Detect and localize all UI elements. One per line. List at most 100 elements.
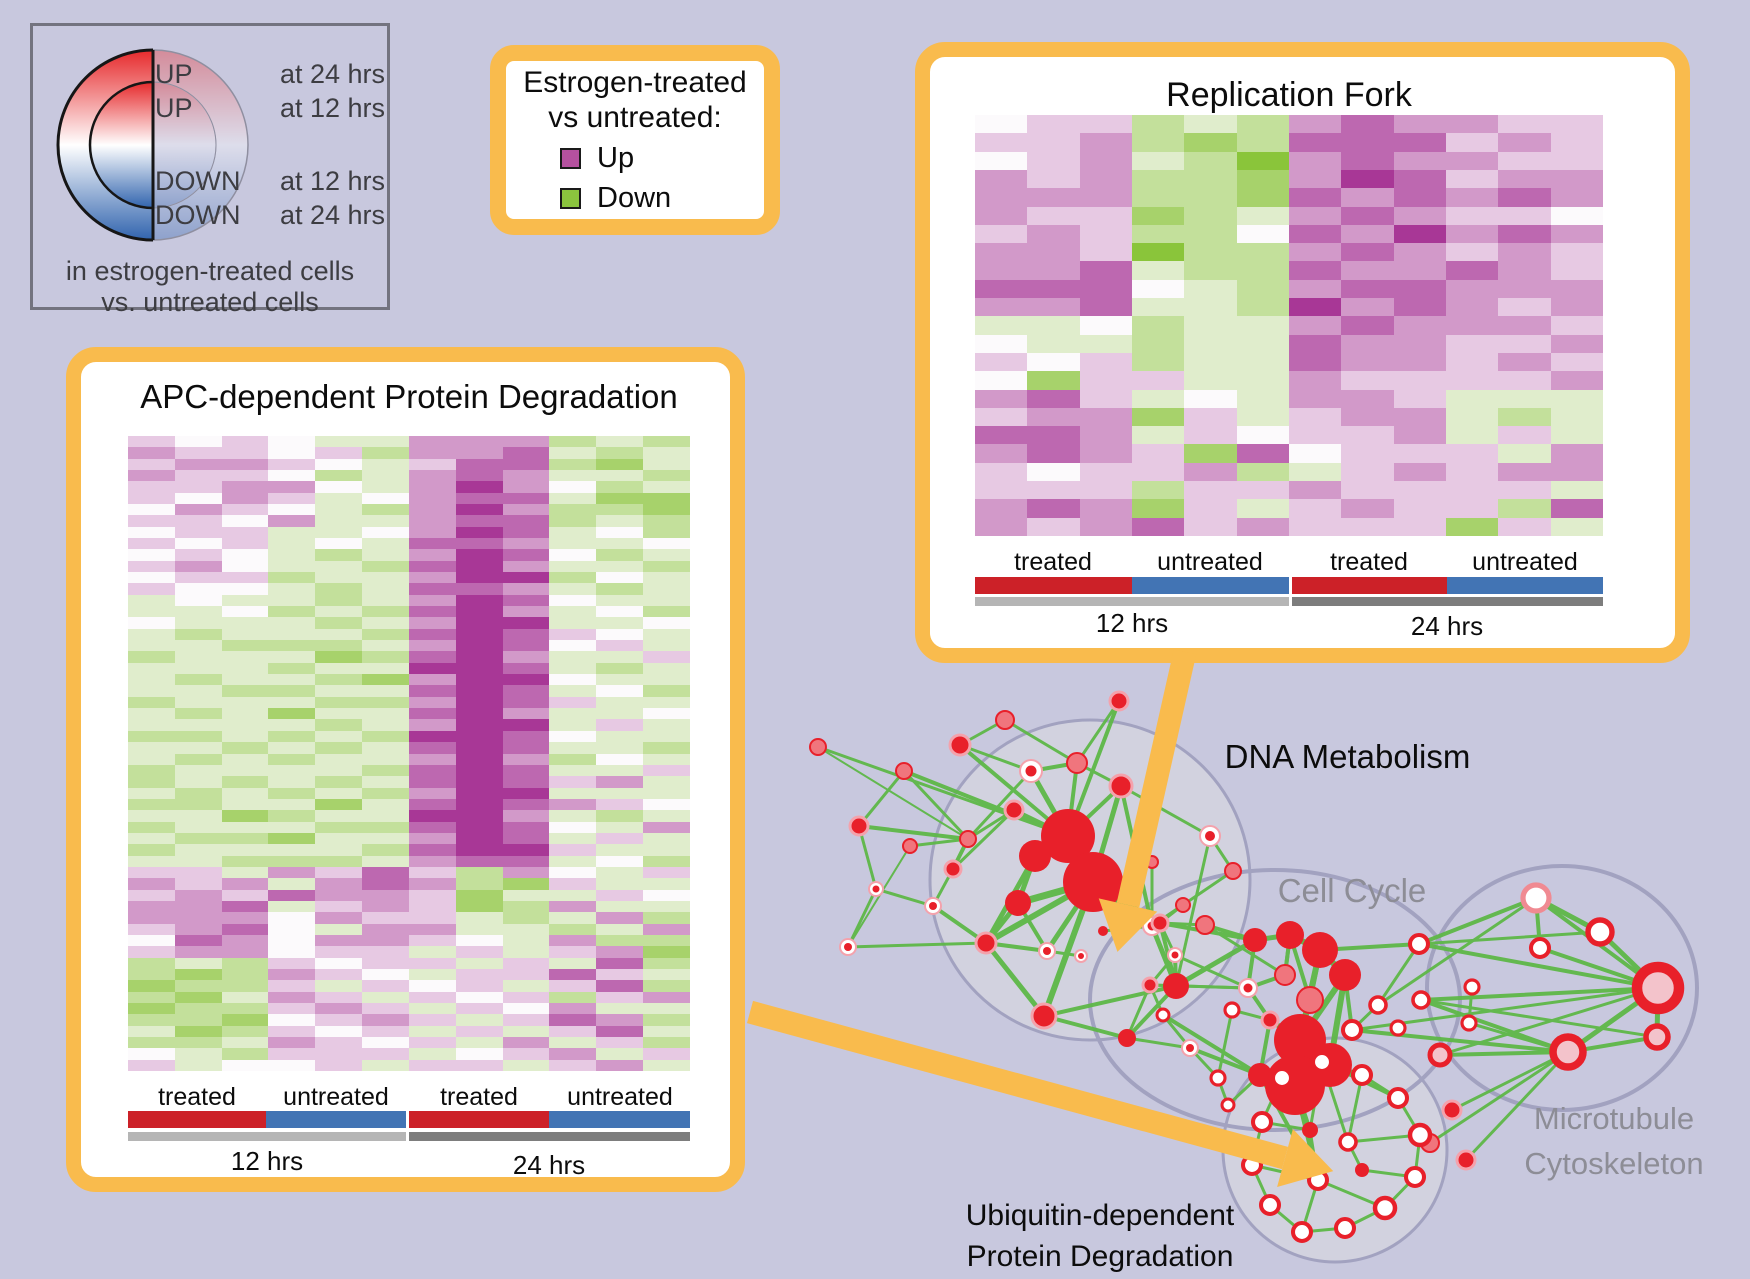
- heatmap-cell: [643, 776, 690, 788]
- heatmap-cell: [549, 900, 597, 913]
- heatmap-cell: [221, 685, 269, 697]
- heatmap-cell: [362, 957, 409, 969]
- heatmap-cell: [221, 742, 269, 754]
- heatmap-cell: [408, 719, 456, 731]
- heatmap-cell: [596, 776, 644, 788]
- heatmap-cell: [1550, 499, 1603, 518]
- heatmap-cell: [1131, 517, 1185, 536]
- heatmap-cell: [408, 640, 456, 652]
- heatmap-cell: [1550, 151, 1603, 170]
- up-legend-label: Up: [597, 142, 635, 174]
- heatmap-cell: [643, 1025, 690, 1037]
- gene-node-core: [1171, 951, 1179, 959]
- heatmap-cell: [1393, 352, 1446, 372]
- network-edge: [1174, 834, 1212, 988]
- heatmap-cell: [362, 855, 409, 867]
- heatmap-cell: [128, 538, 175, 550]
- heatmap-cell: [315, 889, 363, 901]
- heatmap-cell: [315, 470, 363, 482]
- heatmap-cell: [128, 787, 175, 799]
- network-edge: [966, 769, 1033, 841]
- heatmap-cell: [174, 798, 222, 811]
- heatmap-cell: [315, 481, 363, 493]
- heatmap-cell: [1288, 261, 1342, 280]
- heatmap-cell: [221, 900, 269, 913]
- heatmap-cell: [315, 583, 363, 595]
- heatmap-cell: [1341, 389, 1394, 408]
- heatmap-cell: [362, 458, 409, 471]
- heatmap-cell: [221, 946, 269, 958]
- heatmap-cell: [174, 492, 222, 505]
- heatmap-cell: [408, 458, 456, 471]
- heatmap-cell: [221, 810, 269, 822]
- heatmap-cell: [268, 572, 316, 584]
- gene-node: [809, 738, 827, 756]
- heatmap-cell: [268, 934, 316, 947]
- heatmap-cell: [315, 1025, 363, 1037]
- heatmap-cell: [643, 787, 690, 799]
- heatmap-cell: [174, 651, 222, 663]
- heatmap-cell: [362, 810, 409, 822]
- heatmap-cell: [362, 447, 409, 459]
- heatmap-cell: [268, 458, 316, 471]
- heatmap-cell: [643, 810, 690, 822]
- heatmap-cell: [268, 878, 316, 890]
- heatmap-cell: [1393, 481, 1446, 500]
- heatmap-cell: [128, 617, 175, 629]
- heatmap-cell: [1027, 499, 1080, 518]
- heatmap-cell: [549, 798, 597, 811]
- heatmap-cell: [268, 538, 316, 550]
- heatmap-cell: [975, 444, 1028, 463]
- heatmap-cell: [1341, 261, 1394, 280]
- heatmap-cell: [643, 832, 690, 845]
- heatmap-cell: [1131, 261, 1185, 280]
- heatmap-cell: [174, 912, 222, 924]
- heatmap-cell: [643, 538, 690, 550]
- gene-node: [1195, 915, 1215, 935]
- gene-node: [1209, 1069, 1227, 1087]
- heatmap-cell: [1236, 481, 1289, 500]
- heatmap-cell: [549, 957, 597, 969]
- heatmap-cell: [596, 991, 644, 1003]
- heatmap-cell: [408, 1048, 456, 1060]
- heatmap-cell: [1131, 389, 1185, 408]
- heatmap-cell: [1393, 169, 1446, 189]
- heatmap-cell: [174, 753, 222, 765]
- heatmap-cell: [502, 787, 550, 799]
- heatmap-cell: [549, 866, 597, 879]
- heatmap-cell: [596, 855, 644, 867]
- heatmap-cell: [362, 617, 409, 629]
- heatmap-cell: [268, 991, 316, 1003]
- heatmap-cell: [128, 934, 175, 947]
- network-edge: [857, 824, 878, 891]
- heatmap-cell: [549, 492, 597, 505]
- heatmap-cell: [174, 889, 222, 901]
- network-edge: [874, 887, 935, 908]
- heatmap-cell: [315, 1048, 363, 1060]
- heatmap-cell: [221, 674, 269, 686]
- heatmap-cell: [455, 696, 503, 709]
- down-legend-label: Down: [597, 182, 672, 214]
- heatmap-cell: [1079, 352, 1132, 372]
- gene-node: [895, 762, 913, 780]
- gene-node-core: [1205, 831, 1215, 841]
- heatmap-cell: [643, 730, 690, 743]
- gene-node: [1108, 690, 1130, 712]
- gene-node: [1631, 961, 1685, 1015]
- heatmap-cell: [1236, 243, 1289, 262]
- heatmap-cell: [174, 674, 222, 686]
- heatmap-cell: [1288, 444, 1342, 463]
- heatmap-cell: [455, 855, 503, 867]
- heatmap-cell: [643, 560, 690, 573]
- heatmap-cell: [549, 889, 597, 901]
- heatmap-cell: [596, 572, 644, 584]
- heatmap-cell: [315, 617, 363, 629]
- heatmap-cell: [596, 492, 644, 505]
- heatmap-cell: [174, 1002, 222, 1015]
- heatmap-cell: [1498, 426, 1551, 445]
- heatmap-cell: [408, 821, 456, 833]
- gene-node: [1407, 932, 1431, 956]
- network-edge: [983, 940, 1047, 1019]
- apc-treated-bar-24: [409, 1111, 549, 1128]
- heatmap-cell: [408, 696, 456, 709]
